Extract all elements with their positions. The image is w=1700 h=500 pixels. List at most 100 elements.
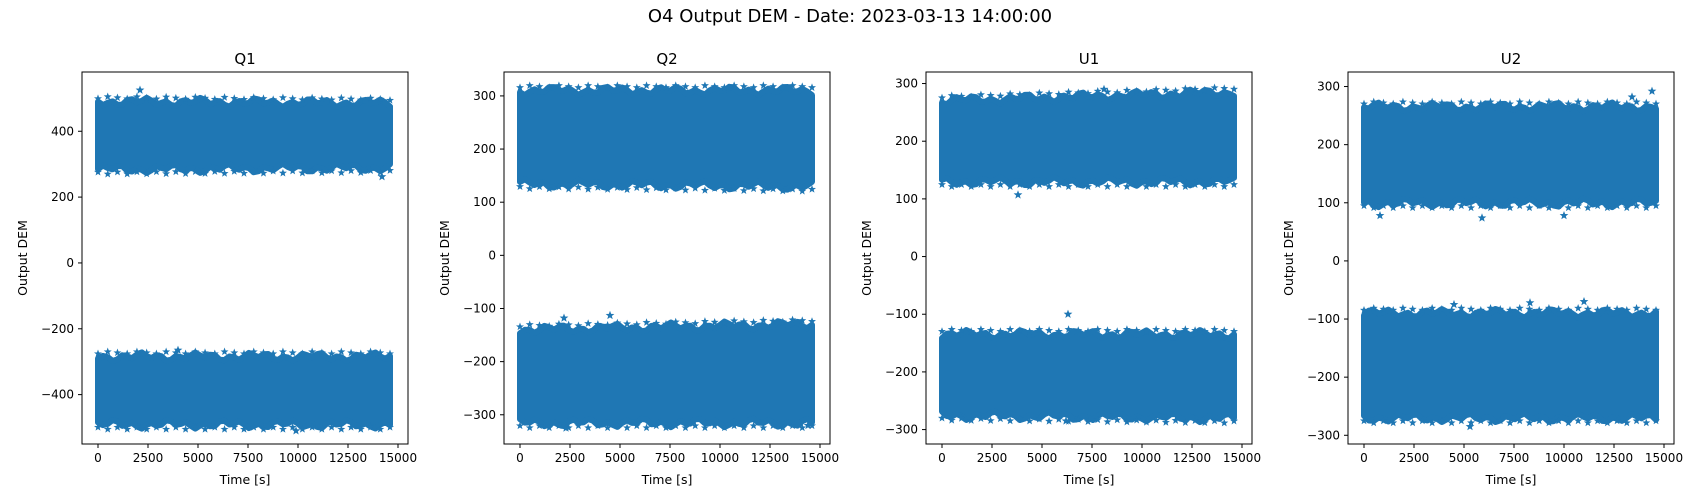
data-point [201,425,210,433]
data-point [986,326,995,334]
data-point [730,421,739,430]
data-point [710,184,719,192]
y-tick-label: 400 [51,124,74,138]
data-point [356,168,365,177]
data-point [632,421,641,430]
data-point [181,349,190,358]
data-point [1593,99,1602,108]
data-point [288,166,297,175]
panel-title: U2 [1501,50,1522,68]
data-point [1064,417,1073,425]
x-tick-label: 15000 [1645,451,1683,465]
data-point [1171,180,1180,188]
x-tick-label: 0 [1360,451,1368,465]
data-point [94,94,102,103]
data-point [1093,180,1102,188]
data-point [113,423,122,431]
data-band-2 [939,327,1237,426]
outlier-point [1525,298,1535,307]
data-point [1379,416,1388,425]
data-point [1113,88,1122,97]
data-point [1603,304,1612,312]
data-point [535,321,544,329]
data-point [1476,306,1485,314]
data-point [1161,326,1170,334]
data-point [1220,182,1229,190]
data-point [1191,416,1200,425]
data-point [1515,416,1524,425]
data-point [1152,85,1161,93]
data-point [249,167,258,175]
data-point [240,425,248,433]
outlier-point [1579,296,1589,306]
data-point [1486,304,1495,312]
data-point [220,93,229,101]
data-point [700,81,709,89]
x-tick-label: 2500 [133,451,164,465]
data-point [603,185,612,193]
data-point [1574,304,1583,312]
data-point [938,413,946,422]
data-point [778,83,787,91]
y-tick-label: −200 [463,355,496,369]
data-point [240,95,248,103]
x-tick-label: 15000 [1223,451,1261,465]
data-point [1210,325,1219,333]
data-point [94,423,102,431]
data-point [1230,416,1238,425]
data-point [1593,201,1602,210]
data-point [191,423,200,431]
x-tick-label: 15000 [801,451,839,465]
panel-q2: 0 2500 5000 7500 10000 12500 15000 −300 −200 −100… [437,50,839,487]
data-point [1230,327,1238,335]
data-point [1171,327,1180,335]
outlier-point [561,423,571,432]
x-tick-label: 7500 [1499,451,1530,465]
data-point [632,83,641,91]
data-point [1200,85,1209,94]
data-point [337,347,346,356]
data-point [1074,415,1083,423]
data-point [103,425,112,433]
data-point [516,322,524,331]
data-point [1103,182,1112,190]
data-point [269,349,278,358]
y-tick-label: −200 [885,365,918,379]
x-tick-label: 15000 [379,451,417,465]
data-point [564,184,573,193]
data-point [1535,416,1544,425]
data-point [652,82,661,90]
data-point [123,349,132,358]
data-point [681,82,690,90]
data-point [1025,182,1034,190]
data-point [356,349,365,358]
data-point [1171,416,1180,424]
data-point [642,423,651,432]
data-point [1622,99,1631,108]
y-tick-label: −100 [1307,312,1340,326]
data-point [730,184,739,192]
y-tick-label: 100 [895,192,918,206]
data-point [662,423,670,432]
data-point [1389,99,1398,108]
x-tick-label: 0 [516,451,524,465]
x-tick-label: 7500 [233,451,264,465]
y-tick-label: −100 [885,307,918,321]
data-point [1408,418,1417,427]
data-point [788,315,797,324]
data-point [1142,327,1151,335]
data-point [1389,203,1398,212]
x-tick-label: 2500 [977,451,1008,465]
data-point [152,349,161,358]
data-point [327,166,336,175]
data-point [986,182,995,190]
data-point [356,95,365,104]
data-point [1025,416,1034,425]
x-tick-label: 12500 [1595,451,1633,465]
data-point [986,416,995,425]
data-point [739,82,748,90]
data-point [769,184,778,193]
data-point [808,185,816,193]
y-tick-label: 300 [895,77,918,91]
data-point [593,183,602,191]
